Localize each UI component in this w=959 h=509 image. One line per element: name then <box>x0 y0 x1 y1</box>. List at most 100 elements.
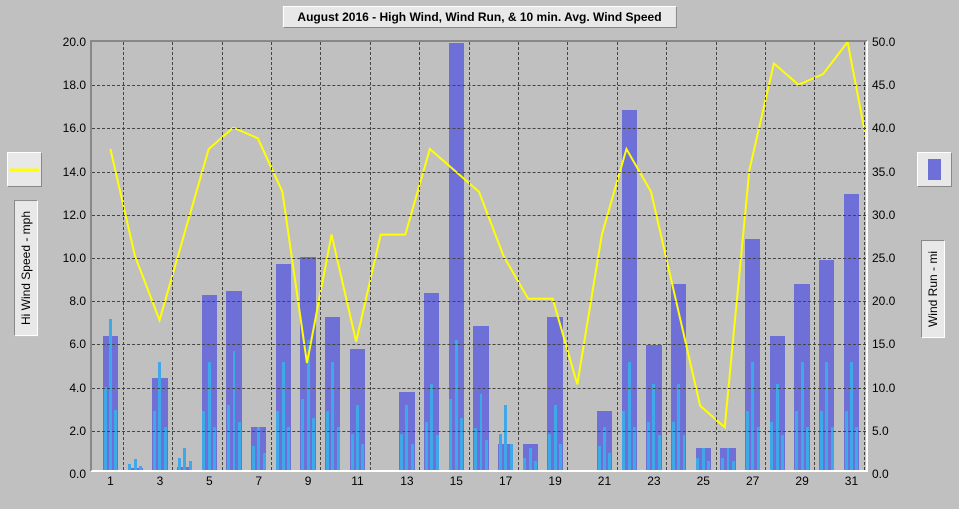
avg-wind-bar <box>781 435 784 470</box>
avg-wind-bar <box>603 427 606 470</box>
avg-wind-bar <box>178 458 181 470</box>
xtick: 29 <box>795 474 808 488</box>
ytick-left: 12.0 <box>63 208 86 222</box>
xtick: 23 <box>647 474 660 488</box>
ytick-left: 20.0 <box>63 35 86 49</box>
ytick-left: 8.0 <box>69 294 86 308</box>
ytick-right: 40.0 <box>872 121 895 135</box>
avg-wind-bar <box>677 384 680 470</box>
avg-wind-bar <box>806 427 809 470</box>
gridline-h <box>92 128 866 129</box>
legend-bar-swatch <box>917 152 952 187</box>
avg-wind-bar <box>727 448 730 470</box>
avg-wind-bar <box>683 435 686 470</box>
avg-wind-bar <box>436 435 439 470</box>
xtick: 19 <box>548 474 561 488</box>
avg-wind-bar <box>139 466 142 470</box>
xtick: 7 <box>255 474 262 488</box>
ytick-left: 10.0 <box>63 251 86 265</box>
ytick-right: 20.0 <box>872 294 895 308</box>
gridline-v <box>370 42 371 470</box>
ytick-left: 16.0 <box>63 121 86 135</box>
ytick-left: 0.0 <box>69 467 86 481</box>
xtick: 25 <box>697 474 710 488</box>
avg-wind-bar <box>331 362 334 470</box>
ytick-left: 14.0 <box>63 165 86 179</box>
xtick: 9 <box>305 474 312 488</box>
gridline-v <box>567 42 568 470</box>
xtick: 13 <box>400 474 413 488</box>
avg-wind-bar <box>153 411 156 470</box>
avg-wind-bar <box>510 444 513 470</box>
gridline-v <box>419 42 420 470</box>
avg-wind-bar <box>652 384 655 470</box>
avg-wind-bar <box>485 440 488 470</box>
gridline-h <box>92 431 866 432</box>
ytick-right: 45.0 <box>872 78 895 92</box>
avg-wind-bar <box>164 427 167 470</box>
avg-wind-bar <box>276 411 279 470</box>
avg-wind-bar <box>263 453 266 470</box>
legend-line-swatch <box>7 152 42 187</box>
avg-wind-bar <box>721 458 724 470</box>
avg-wind-bar <box>351 434 354 470</box>
avg-wind-bar <box>480 394 483 470</box>
avg-wind-bar <box>400 434 403 470</box>
xtick: 5 <box>206 474 213 488</box>
avg-wind-bar <box>850 362 853 470</box>
avg-wind-bar <box>622 411 625 470</box>
avg-wind-bar <box>559 444 562 470</box>
avg-wind-bar <box>672 422 675 470</box>
gridline-v <box>518 42 519 470</box>
avg-wind-bar <box>109 319 112 470</box>
avg-wind-bar <box>449 399 452 470</box>
gridline-v <box>172 42 173 470</box>
avg-wind-bar <box>202 411 205 470</box>
gridline-v <box>222 42 223 470</box>
avg-wind-bar <box>134 459 137 470</box>
avg-wind-bar <box>282 362 285 470</box>
gridline-h <box>92 344 866 345</box>
gridline-h <box>92 172 866 173</box>
gridline-h <box>92 215 866 216</box>
y-axis-left-label: Hi Wind Speed - mph <box>14 200 38 336</box>
xtick: 31 <box>845 474 858 488</box>
avg-wind-bar <box>326 411 329 470</box>
avg-wind-bar <box>474 428 477 470</box>
chart-plot: 0.02.04.06.08.010.012.014.016.018.020.00… <box>90 40 868 472</box>
avg-wind-bar <box>430 384 433 470</box>
ytick-left: 18.0 <box>63 78 86 92</box>
avg-wind-bar <box>746 411 749 470</box>
ytick-right: 25.0 <box>872 251 895 265</box>
avg-wind-bar <box>702 448 705 470</box>
avg-wind-bar <box>208 362 211 470</box>
gridline-v <box>617 42 618 470</box>
avg-wind-bar <box>825 362 828 470</box>
xtick: 17 <box>499 474 512 488</box>
avg-wind-bar <box>499 434 502 470</box>
gridline-h <box>92 85 866 86</box>
avg-wind-bar <box>633 427 636 470</box>
avg-wind-bar <box>598 446 601 470</box>
avg-wind-bar <box>213 427 216 470</box>
avg-wind-bar <box>405 405 408 470</box>
avg-wind-bar <box>776 384 779 470</box>
avg-wind-bar <box>287 427 290 470</box>
avg-wind-bar <box>114 410 117 470</box>
gridline-v <box>320 42 321 470</box>
ytick-right: 50.0 <box>872 35 895 49</box>
gridline-h <box>92 301 866 302</box>
xtick: 11 <box>351 474 363 488</box>
avg-wind-bar <box>831 427 834 470</box>
avg-wind-bar <box>252 446 255 470</box>
ytick-right: 15.0 <box>872 337 895 351</box>
avg-wind-bar <box>855 427 858 470</box>
gridline-v <box>666 42 667 470</box>
avg-wind-bar <box>128 464 131 470</box>
avg-wind-bar <box>158 362 161 470</box>
ytick-right: 0.0 <box>872 467 889 481</box>
avg-wind-bar <box>770 422 773 470</box>
avg-wind-bar <box>189 461 192 470</box>
avg-wind-bar <box>732 461 735 470</box>
avg-wind-bar <box>425 422 428 470</box>
